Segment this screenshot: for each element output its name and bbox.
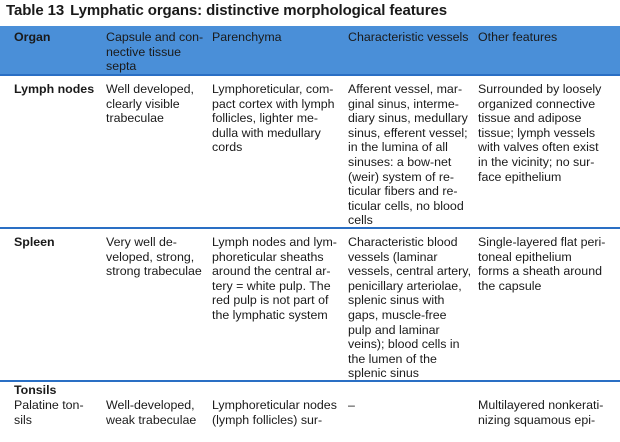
cell-text-line: the lumen of the — [348, 351, 437, 366]
cell-text-line: in the vicinity; no sur- — [478, 154, 595, 169]
cell-text-line: strong trabeculae — [106, 264, 202, 279]
cell-text-line: cords — [212, 140, 243, 155]
cell-text-line: diary sinus, medullary — [348, 111, 468, 126]
vessels-cell: – — [348, 398, 474, 413]
cell-text-line: Lymphoreticular, com- — [212, 82, 334, 96]
table-caption: Table 13 Lymphatic organs: distinctive mo… — [6, 2, 447, 19]
cell-text-line: Well developed, — [106, 82, 194, 96]
cell-text-line: ticular cells, no blood — [348, 198, 464, 213]
cell-text-line: with valves often exist — [478, 140, 599, 155]
cell-text-line: Single-layered flat peri- — [478, 235, 606, 249]
table-title: Lymphatic organs: distinctive morphologi… — [70, 2, 447, 19]
organ-cell: Lymph nodes — [14, 82, 102, 97]
cell-text-line: ticular fibers and re- — [348, 184, 458, 199]
cell-text-line: the capsule — [478, 278, 542, 293]
cell-text-line: forms a sheath around — [478, 264, 602, 279]
cell-text-line: trabeculae — [106, 111, 164, 126]
parenchyma-cell: Lymph nodes and lym-phoreticular sheaths… — [212, 235, 344, 323]
cell-text-line: vessels, central artery, — [348, 264, 472, 279]
cell-text-line: Lymph nodes — [14, 82, 95, 96]
vessels-cell: Characteristic blood vessels (laminar vess… — [348, 235, 474, 381]
cell-text-line: splenic sinus with — [348, 293, 445, 308]
cell-text-line: follicles, lighter me- — [212, 111, 319, 126]
cell-text-line: Surrounded by loosely — [478, 82, 602, 96]
cell-text-line: nective tissue — [106, 44, 182, 59]
table-header-row: Organ Capsule and con-nective tissue sept… — [0, 26, 620, 74]
cell-text-line: Afferent vessel, mar- — [348, 82, 463, 96]
header-organ: Organ — [14, 30, 102, 45]
cell-text-line: Characteristic vessels — [348, 30, 469, 44]
parenchyma-cell: Lymphoreticular nodes (lymph follicles) s… — [212, 398, 344, 427]
table: Organ Capsule and con-nective tissue sept… — [0, 26, 620, 427]
cell-text-line: penicillary arteriolae, — [348, 278, 462, 293]
cell-text-line: cells — [348, 213, 373, 228]
organ-cell: Spleen — [14, 235, 102, 250]
cell-text-line: Multilayered nonkerati- — [478, 398, 604, 412]
capsule-cell: Well developed, clearly visible trabeculae — [106, 82, 210, 126]
other-features-cell: Multilayered nonkerati-nizing squamous e… — [478, 398, 618, 427]
cell-text-line: Lymphoreticular nodes — [212, 398, 337, 412]
header-vessels: Characteristic vessels — [348, 30, 474, 45]
cell-text-line: veloped, strong, — [106, 249, 195, 264]
cell-text-line: toneal epithelium — [478, 249, 572, 264]
table-row-lymph-nodes: Lymph nodes Well developed, clearly visib… — [0, 74, 620, 227]
cell-text-line: Very well de- — [106, 235, 177, 249]
other-features-cell: Surrounded by loosely organized connectiv… — [478, 82, 618, 184]
cell-text-line: organized connective — [478, 96, 596, 111]
cell-text-line: sinuses: a bow-net — [348, 154, 452, 169]
cell-text-line: phoreticular sheaths — [212, 249, 324, 264]
cell-text-line: septa — [106, 59, 137, 74]
capsule-cell: Well-developed, weak trabeculae — [106, 398, 210, 427]
cell-text-line: weak trabeculae — [106, 412, 197, 427]
cell-text-line: veins); blood cells in — [348, 337, 460, 352]
cell-text-line: around the central ar- — [212, 264, 331, 279]
cell-text-line: vessels (laminar — [348, 249, 438, 264]
header-parenchyma: Parenchyma — [212, 30, 344, 45]
other-features-cell: Single-layered flat peri-toneal epitheli… — [478, 235, 618, 293]
suborgan-cell: Palatine ton-sils — [14, 398, 102, 427]
header-other: Other features — [478, 30, 618, 45]
capsule-cell: Very well de-veloped, strong, strong trab… — [106, 235, 210, 279]
cell-text-line: pact cortex with lymph — [212, 96, 335, 111]
cell-text-line: Other features — [478, 30, 558, 44]
cell-text-line: tery = white pulp. The — [212, 278, 331, 293]
cell-text-line: Characteristic blood — [348, 235, 458, 249]
cell-text-line: in the lumina of all — [348, 140, 448, 155]
vessels-cell: Afferent vessel, mar-ginal sinus, interm… — [348, 82, 474, 228]
cell-text-line: clearly visible — [106, 96, 180, 111]
cell-text-line: Lymph nodes and lym- — [212, 235, 337, 249]
cell-text-line: – — [348, 398, 355, 412]
cell-text-line: Palatine ton- — [14, 398, 84, 412]
cell-text-line: gaps, muscle-free — [348, 307, 447, 322]
cell-text-line: splenic sinus — [348, 366, 419, 381]
cell-text-line: ginal sinus, interme- — [348, 96, 459, 111]
cell-text-line: Well-developed, — [106, 398, 195, 412]
cell-text-line: Organ — [14, 30, 51, 44]
table-row-spleen: Spleen Very well de-veloped, strong, stro… — [0, 227, 620, 380]
cell-text-line: red pulp is not part of — [212, 293, 329, 308]
header-capsule: Capsule and con-nective tissue septa — [106, 30, 210, 74]
cell-text-line: dulla with medullary — [212, 125, 321, 140]
cell-text-line: nizing squamous epi- — [478, 412, 596, 427]
cell-text-line: face epithelium — [478, 169, 562, 184]
cell-text-line: Parenchyma — [212, 30, 282, 44]
cell-text-line: (lymph follicles) sur- — [212, 412, 323, 427]
cell-text-line: Tonsils — [14, 383, 57, 397]
cell-text-line: (weir) system of re- — [348, 169, 455, 184]
cell-text-line: Spleen — [14, 235, 55, 249]
table-row-tonsils: Tonsils Palatine ton-sils Well-developed… — [0, 380, 620, 442]
organ-cell: Tonsils — [14, 383, 102, 398]
table-number: Table 13 — [6, 2, 65, 19]
cell-text-line: pulp and laminar — [348, 322, 440, 337]
parenchyma-cell: Lymphoreticular, com-pact cortex with ly… — [212, 82, 344, 155]
cell-text-line: the lymphatic system — [212, 307, 328, 322]
cell-text-line: sinus, efferent vessel; — [348, 125, 468, 140]
cell-text-line: sils — [14, 412, 32, 427]
cell-text-line: tissue and adipose — [478, 111, 582, 126]
cell-text-line: Capsule and con- — [106, 30, 204, 44]
cell-text-line: tissue; lymph vessels — [478, 125, 596, 140]
